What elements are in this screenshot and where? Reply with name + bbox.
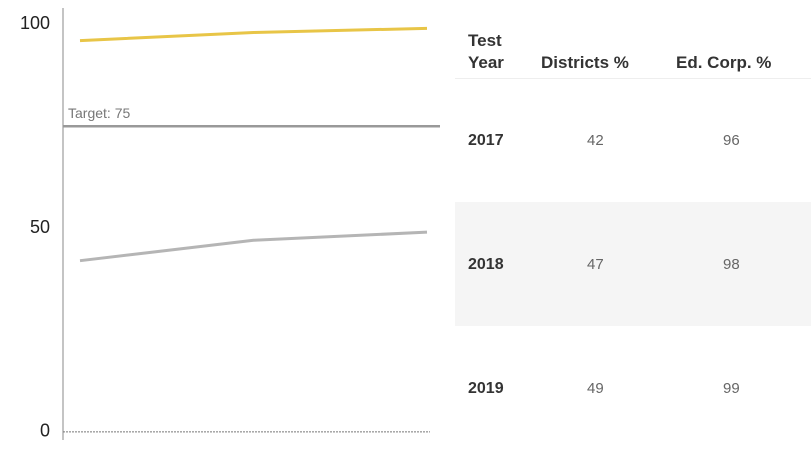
series-line (79, 26, 428, 43)
y-tick-label: 0 (40, 421, 50, 441)
table-header: Test Year Districts % Ed. Corp. % (455, 0, 811, 79)
header-cell: Test Year (468, 31, 504, 72)
value-cell: 96 (723, 132, 740, 149)
year-cell: 2018 (468, 256, 504, 273)
y-tick-label: 100 (20, 13, 50, 33)
value-cell: 99 (723, 380, 740, 397)
table-row: 2018 47 98 (455, 202, 811, 326)
target-label: Target: 75 (68, 105, 130, 121)
table: Test Year Districts % Ed. Corp. % 2017 42… (455, 0, 811, 446)
value-cell: 49 (587, 380, 604, 397)
table-row: 2017 42 96 (455, 78, 811, 202)
value-cell: 47 (587, 256, 604, 273)
series-line (79, 230, 428, 263)
value-cell: 42 (587, 132, 604, 149)
chart: 0 50 100 Target: 75 (20, 8, 440, 441)
table-row: 2019 49 99 (455, 326, 811, 450)
y-tick-label: 50 (30, 217, 50, 237)
value-cell: 98 (723, 256, 740, 273)
header-cell: Ed. Corp. % (676, 53, 772, 72)
year-cell: 2019 (468, 380, 504, 397)
header-cell: Districts % (541, 53, 629, 72)
year-cell: 2017 (468, 132, 504, 149)
